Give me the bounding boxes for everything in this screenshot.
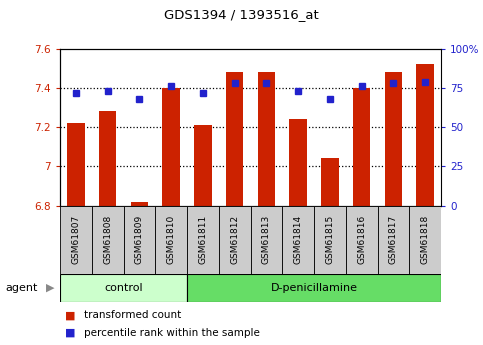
Bar <box>92 206 124 274</box>
Text: percentile rank within the sample: percentile rank within the sample <box>84 328 260 338</box>
Text: GSM61811: GSM61811 <box>199 215 207 264</box>
Bar <box>226 72 243 206</box>
Text: GSM61818: GSM61818 <box>421 215 429 264</box>
Bar <box>187 206 219 274</box>
Bar <box>60 206 92 274</box>
Bar <box>124 206 155 274</box>
Bar <box>187 274 441 302</box>
Text: GSM61815: GSM61815 <box>326 215 334 264</box>
Text: ■: ■ <box>65 310 75 320</box>
Bar <box>282 206 314 274</box>
Text: transformed count: transformed count <box>84 310 182 320</box>
Bar <box>162 88 180 206</box>
Bar <box>130 201 148 206</box>
Text: GSM61813: GSM61813 <box>262 215 271 264</box>
Bar <box>409 206 441 274</box>
Bar <box>60 274 187 302</box>
Text: GSM61814: GSM61814 <box>294 215 303 264</box>
Text: GDS1394 / 1393516_at: GDS1394 / 1393516_at <box>164 8 319 21</box>
Bar <box>257 72 275 206</box>
Bar <box>321 158 339 206</box>
Text: agent: agent <box>5 283 37 293</box>
Text: GSM61817: GSM61817 <box>389 215 398 264</box>
Text: control: control <box>104 283 143 293</box>
Text: GSM61812: GSM61812 <box>230 215 239 264</box>
Bar <box>378 206 409 274</box>
Text: GSM61816: GSM61816 <box>357 215 366 264</box>
Text: GSM61809: GSM61809 <box>135 215 144 264</box>
Bar <box>314 206 346 274</box>
Bar <box>353 88 370 206</box>
Bar <box>194 125 212 206</box>
Bar <box>346 206 378 274</box>
Bar <box>219 206 251 274</box>
Bar <box>99 111 116 206</box>
Text: GSM61808: GSM61808 <box>103 215 112 264</box>
Bar <box>155 206 187 274</box>
Text: ▶: ▶ <box>46 283 55 293</box>
Text: D-penicillamine: D-penicillamine <box>270 283 357 293</box>
Text: ■: ■ <box>65 328 75 338</box>
Bar <box>251 206 282 274</box>
Bar <box>384 72 402 206</box>
Bar <box>289 119 307 206</box>
Text: GSM61810: GSM61810 <box>167 215 176 264</box>
Bar <box>67 123 85 206</box>
Text: GSM61807: GSM61807 <box>71 215 80 264</box>
Bar <box>416 64 434 206</box>
